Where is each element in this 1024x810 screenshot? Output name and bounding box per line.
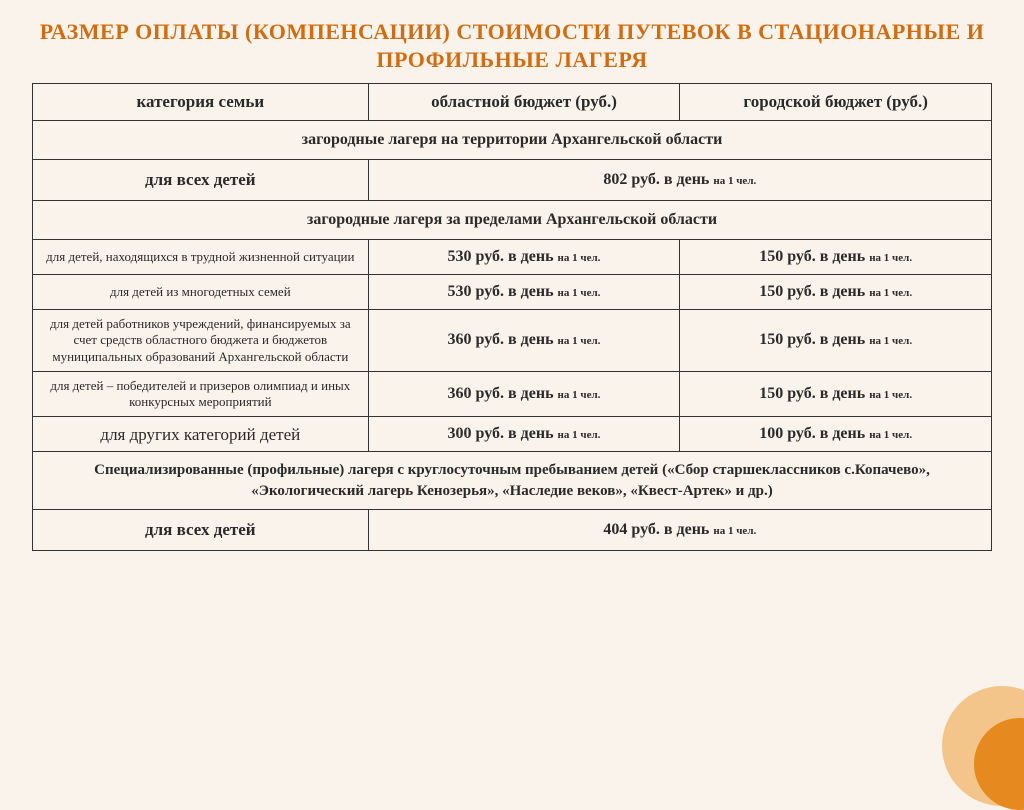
cell-val-merged: 802 руб. в день на 1 чел. [368,160,991,201]
per: на 1 чел. [558,287,601,299]
per: на 1 чел. [869,429,912,441]
amount: 802 руб. в день [603,171,709,188]
per: на 1 чел. [558,335,601,347]
col-city: городской бюджет (руб.) [680,84,992,121]
section-2-row-1: для детей из многодетных семей 530 руб. … [33,275,992,310]
per: на 1 чел. [558,429,601,441]
cell-city: 100 руб. в день на 1 чел. [680,417,992,452]
cell-regional: 530 руб. в день на 1 чел. [368,275,680,310]
amount: 100 руб. в день [759,425,865,442]
corner-decoration [954,698,1024,768]
section-2-row-2: для детей работников учреждений, финанси… [33,310,992,372]
section-2-header: загородные лагеря за пределами Архангель… [33,201,992,240]
section-2-row-4: для других категорий детей 300 руб. в де… [33,417,992,452]
cell-regional: 360 руб. в день на 1 чел. [368,310,680,372]
page-title: РАЗМЕР ОПЛАТЫ (КОМПЕНСАЦИИ) СТОИМОСТИ ПУ… [32,18,992,73]
cell-city: 150 руб. в день на 1 чел. [680,240,992,275]
per: на 1 чел. [713,525,756,537]
amount: 404 руб. в день [603,521,709,538]
amount: 150 руб. в день [759,385,865,402]
cell-cat: для детей, находящихся в трудной жизненн… [33,240,369,275]
col-regional: областной бюджет (руб.) [368,84,680,121]
section-2-label: загородные лагеря за пределами Архангель… [33,201,992,240]
cell-city: 150 руб. в день на 1 чел. [680,310,992,372]
section-3-label: Специализированные (профильные) лагеря с… [33,452,992,510]
amount: 150 руб. в день [759,283,865,300]
cell-cat: для других категорий детей [33,417,369,452]
header-row: категория семьи областной бюджет (руб.) … [33,84,992,121]
amount: 360 руб. в день [448,331,554,348]
section-2-row-0: для детей, находящихся в трудной жизненн… [33,240,992,275]
per: на 1 чел. [869,389,912,401]
amount: 300 руб. в день [448,425,554,442]
cell-city: 150 руб. в день на 1 чел. [680,275,992,310]
cell-cat: для детей – победителей и призеров олимп… [33,371,369,417]
cell-cat: для всех детей [33,509,369,550]
cell-cat: для детей работников учреждений, финанси… [33,310,369,372]
compensation-table: категория семьи областной бюджет (руб.) … [32,83,992,551]
amount: 150 руб. в день [759,331,865,348]
amount: 360 руб. в день [448,385,554,402]
per: на 1 чел. [869,252,912,264]
section-3-row-0: для всех детей 404 руб. в день на 1 чел. [33,509,992,550]
cell-val-merged: 404 руб. в день на 1 чел. [368,509,991,550]
amount: 150 руб. в день [759,248,865,265]
cell-cat: для детей из многодетных семей [33,275,369,310]
per: на 1 чел. [869,287,912,299]
title-line: РАЗМЕР ОПЛАТЫ (КОМПЕНСАЦИИ) СТОИМОСТИ ПУ… [40,19,985,72]
section-1-row-0: для всех детей 802 руб. в день на 1 чел. [33,160,992,201]
per: на 1 чел. [558,252,601,264]
section-1-header: загородные лагеря на территории Архангел… [33,121,992,160]
per: на 1 чел. [558,389,601,401]
section-2-row-3: для детей – победителей и призеров олимп… [33,371,992,417]
cell-regional: 300 руб. в день на 1 чел. [368,417,680,452]
cell-regional: 530 руб. в день на 1 чел. [368,240,680,275]
section-3-header: Специализированные (профильные) лагеря с… [33,452,992,510]
per: на 1 чел. [869,335,912,347]
cell-cat: для всех детей [33,160,369,201]
per: на 1 чел. [713,175,756,187]
section-1-label: загородные лагеря на территории Архангел… [33,121,992,160]
amount: 530 руб. в день [448,283,554,300]
cell-regional: 360 руб. в день на 1 чел. [368,371,680,417]
amount: 530 руб. в день [448,248,554,265]
col-family: категория семьи [33,84,369,121]
cell-city: 150 руб. в день на 1 чел. [680,371,992,417]
